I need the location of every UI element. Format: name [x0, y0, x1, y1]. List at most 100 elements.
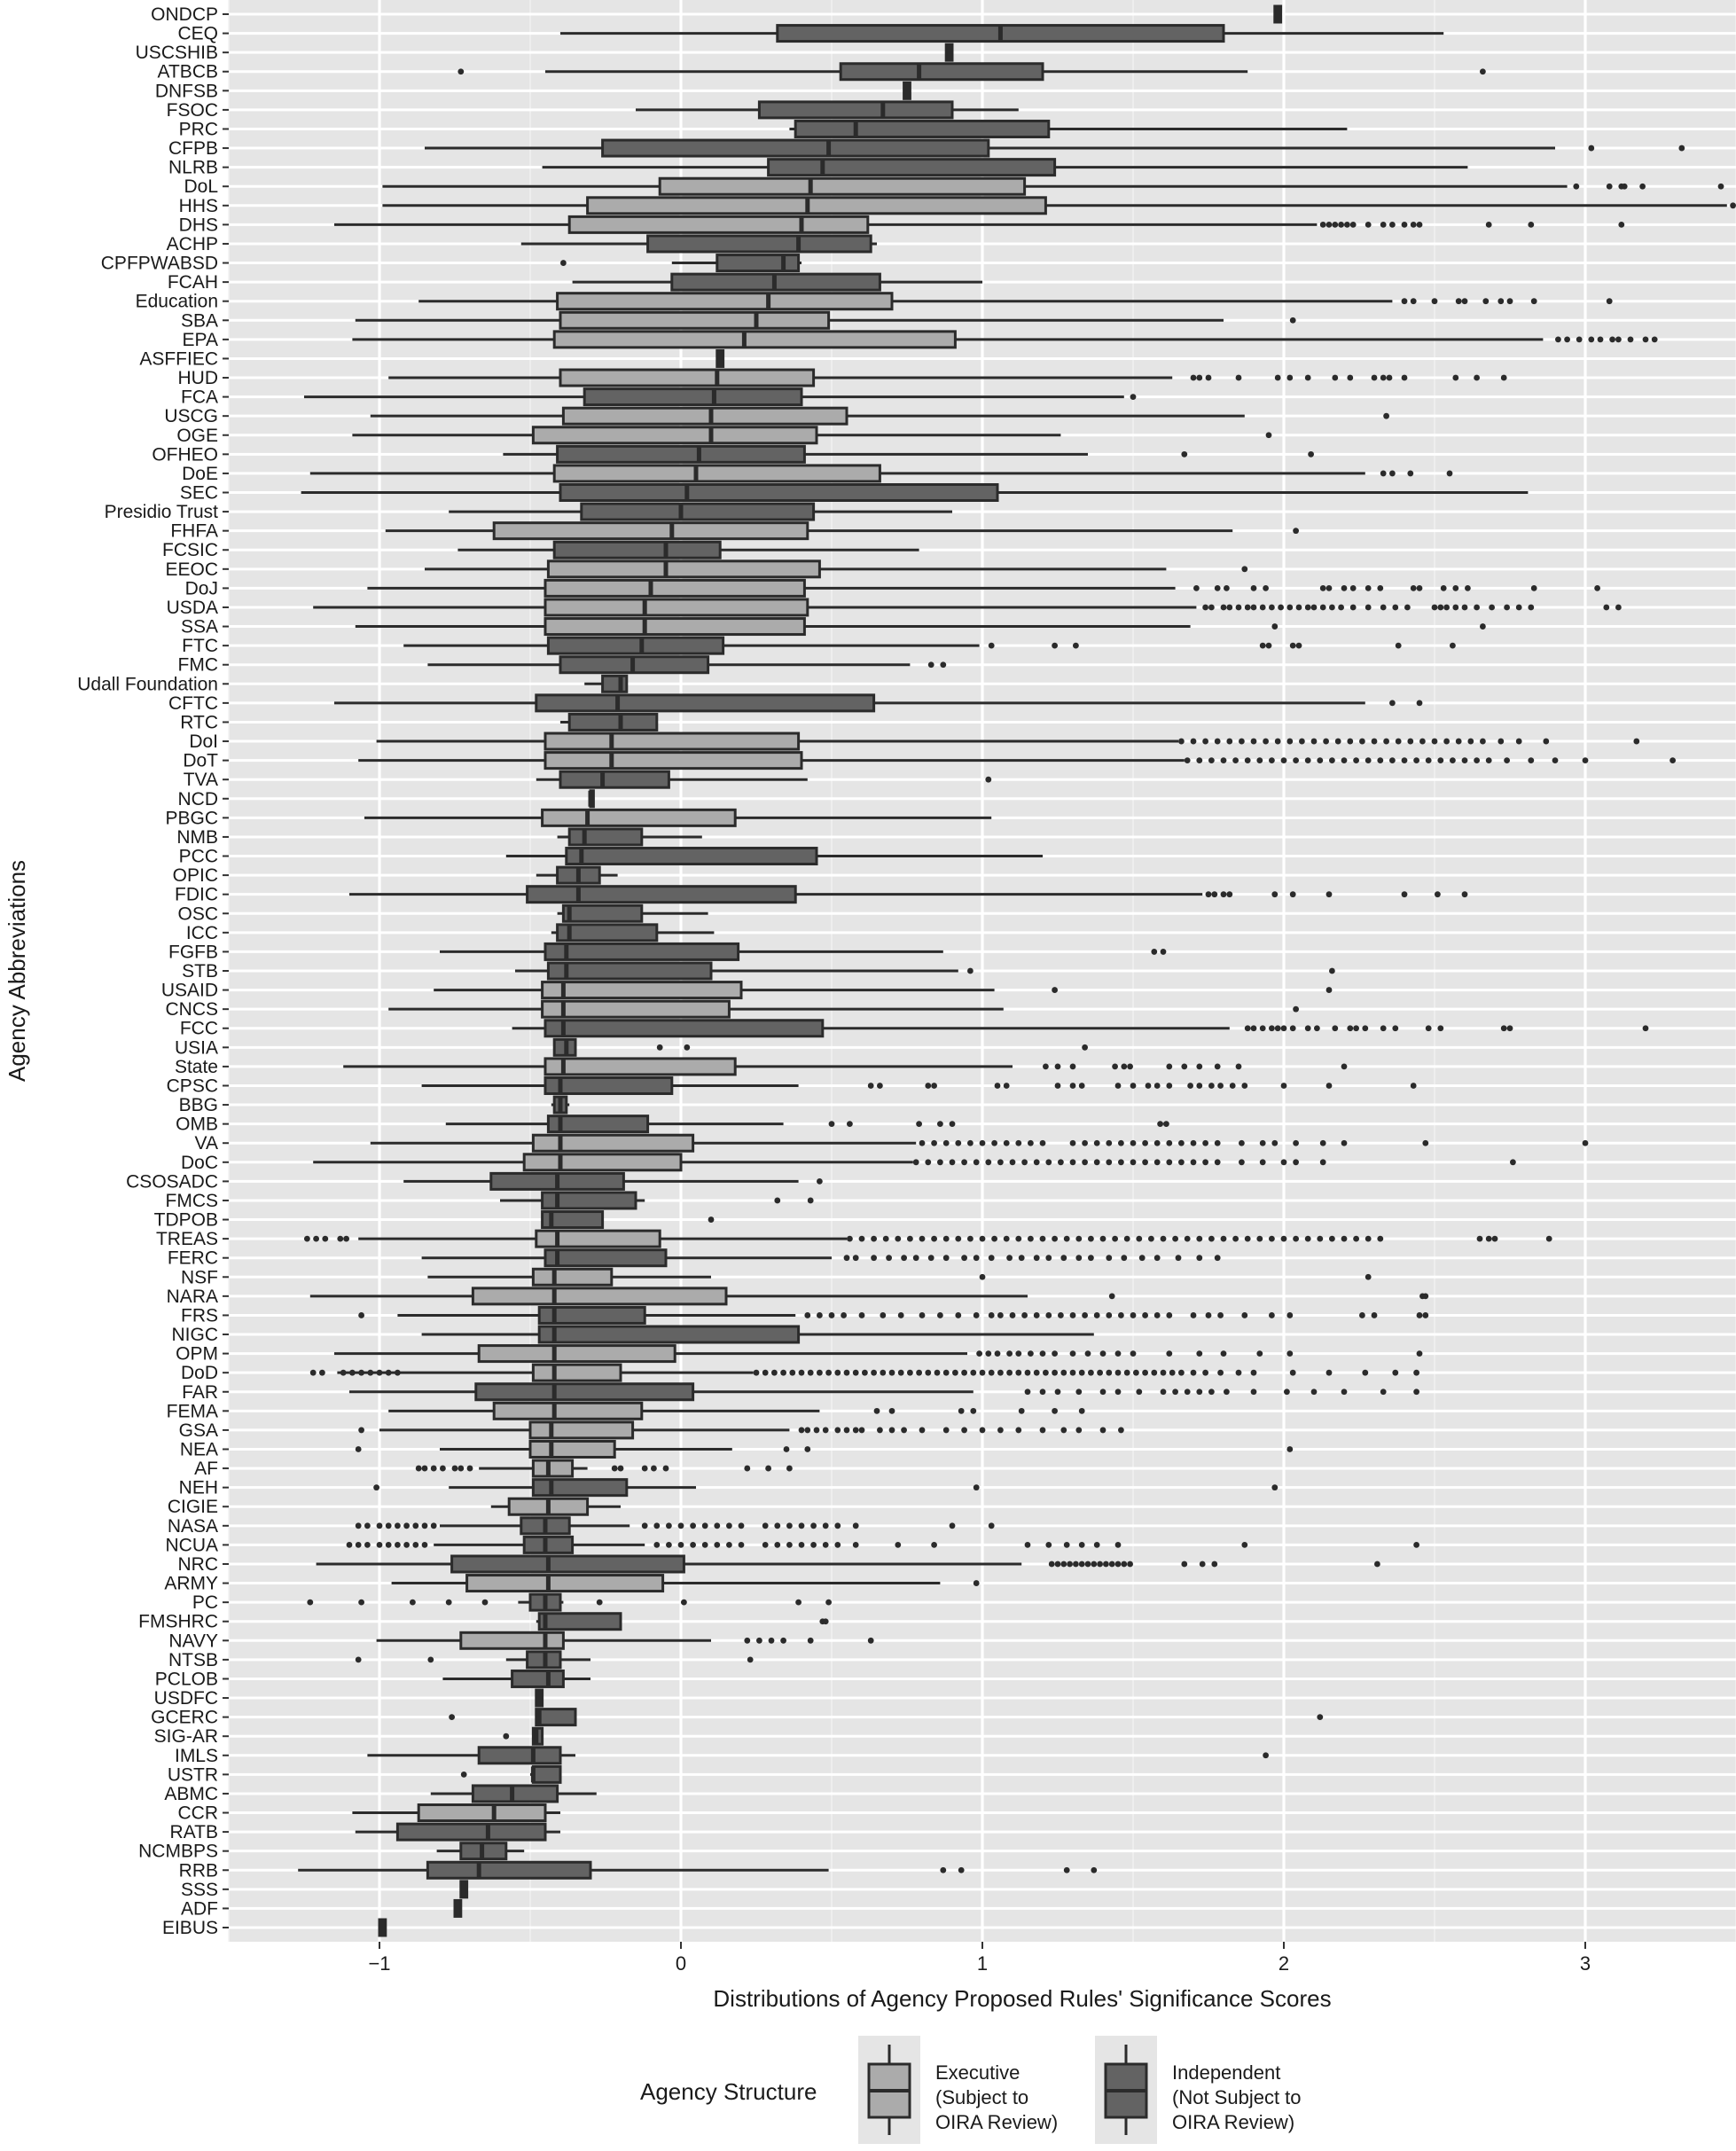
outlier-point — [1060, 1560, 1067, 1568]
outlier-point — [1054, 1063, 1061, 1070]
box-independent — [757, 100, 954, 120]
outlier-point — [1293, 1139, 1299, 1146]
box-executive — [528, 1420, 635, 1440]
y-tick-label: FHFA — [170, 521, 218, 542]
outlier-point — [1621, 183, 1628, 190]
outlier-point — [1184, 757, 1191, 764]
outlier-point — [651, 1465, 657, 1472]
y-tick-label: FGFB — [168, 942, 218, 962]
outlier-point — [1416, 1312, 1423, 1318]
outlier-point — [1045, 1542, 1052, 1548]
outlier-point — [1244, 1025, 1251, 1032]
outlier-point — [958, 1407, 965, 1414]
outlier-point — [1465, 585, 1471, 591]
outlier-point — [931, 1542, 937, 1548]
outlier-point — [942, 1369, 950, 1376]
outlier-point — [1196, 1255, 1203, 1262]
outlier-point — [1606, 298, 1613, 305]
box-executive — [417, 1803, 547, 1823]
outlier-point — [1452, 604, 1459, 611]
box-independent — [583, 387, 803, 407]
box-independent — [537, 1325, 801, 1344]
outlier-point — [1244, 757, 1251, 764]
outlier-point — [1208, 1388, 1215, 1396]
outlier-point — [774, 1197, 781, 1204]
box-independent — [561, 903, 644, 923]
outlier-point — [1190, 374, 1197, 381]
outlier-point — [1244, 604, 1251, 611]
outlier-point — [955, 1312, 962, 1318]
outlier-point — [1289, 1025, 1296, 1032]
outlier-point — [1244, 1235, 1251, 1242]
outlier-point — [1480, 623, 1486, 630]
outlier-point — [457, 68, 465, 75]
y-tick-label: EEOC — [165, 559, 218, 580]
y-tick-label: FAR — [182, 1382, 218, 1403]
outlier-point — [1401, 891, 1408, 898]
outlier-point — [1127, 1063, 1133, 1070]
outlier-point — [309, 1369, 317, 1376]
y-tick-label: EIBUS — [162, 1918, 218, 1938]
box-executive — [531, 1363, 622, 1382]
box-independent — [522, 1535, 575, 1554]
outlier-point — [1319, 1139, 1326, 1146]
y-tick-label: FERC — [168, 1248, 218, 1269]
box-executive — [561, 406, 848, 426]
outlier-point — [858, 1427, 865, 1434]
outlier-point — [985, 1350, 992, 1357]
outlier-point — [1202, 738, 1208, 745]
outlier-point — [1392, 1369, 1399, 1376]
y-tick-label: USDA — [167, 598, 218, 618]
outlier-point — [1250, 1025, 1257, 1032]
outlier-point — [888, 1369, 895, 1376]
outlier-point — [1450, 757, 1456, 764]
outlier-point — [1413, 1388, 1419, 1396]
box-independent — [450, 1554, 685, 1574]
outlier-point — [1293, 757, 1299, 764]
outlier-point — [1380, 221, 1387, 228]
outlier-point — [1437, 604, 1444, 611]
x-tick-label: 2 — [1279, 1952, 1289, 1975]
outlier-point — [988, 1312, 995, 1318]
outlier-point — [1500, 374, 1507, 381]
outlier-point — [997, 1369, 1004, 1376]
y-tick-label: CIGIE — [168, 1497, 218, 1517]
outlier-point — [1603, 604, 1610, 611]
outlier-point — [1106, 1312, 1113, 1318]
outlier-point — [1114, 1560, 1122, 1568]
outlier-point — [1118, 1159, 1124, 1166]
y-tick-label: NCD — [178, 789, 219, 810]
box-executive — [552, 330, 957, 349]
outlier-point — [1073, 642, 1079, 649]
outlier-point — [596, 1599, 603, 1606]
outlier-point — [1576, 336, 1583, 343]
outlier-point — [1241, 1083, 1248, 1089]
y-tick-label: ACHP — [167, 234, 218, 254]
y-tick-label: AF — [194, 1459, 218, 1479]
outlier-point — [937, 1159, 943, 1166]
box-independent — [474, 1382, 695, 1402]
outlier-point — [852, 1255, 859, 1262]
outlier-point — [973, 1255, 980, 1262]
outlier-point — [886, 1255, 892, 1262]
outlier-point — [1235, 1063, 1242, 1070]
outlier-point — [1380, 470, 1387, 477]
outlier-point — [1304, 604, 1311, 611]
y-tick-label: ICC — [186, 923, 218, 943]
outlier-point — [1153, 1255, 1161, 1262]
outlier-point — [1015, 1369, 1022, 1376]
outlier-point — [1380, 374, 1387, 381]
outlier-point — [967, 1235, 974, 1242]
y-tick-label: FMC — [178, 655, 219, 676]
outlier-point — [1214, 1255, 1221, 1262]
legend-title: Agency Structure — [640, 2078, 817, 2105]
outlier-point — [1286, 1312, 1294, 1318]
box-independent — [552, 540, 722, 559]
outlier-point — [934, 1369, 941, 1376]
outlier-point — [1280, 1025, 1287, 1032]
box-independent — [535, 1708, 577, 1727]
outlier-point — [1338, 604, 1344, 611]
box-executive — [492, 521, 809, 541]
outlier-point — [931, 1235, 937, 1242]
outlier-point — [1133, 1369, 1139, 1376]
